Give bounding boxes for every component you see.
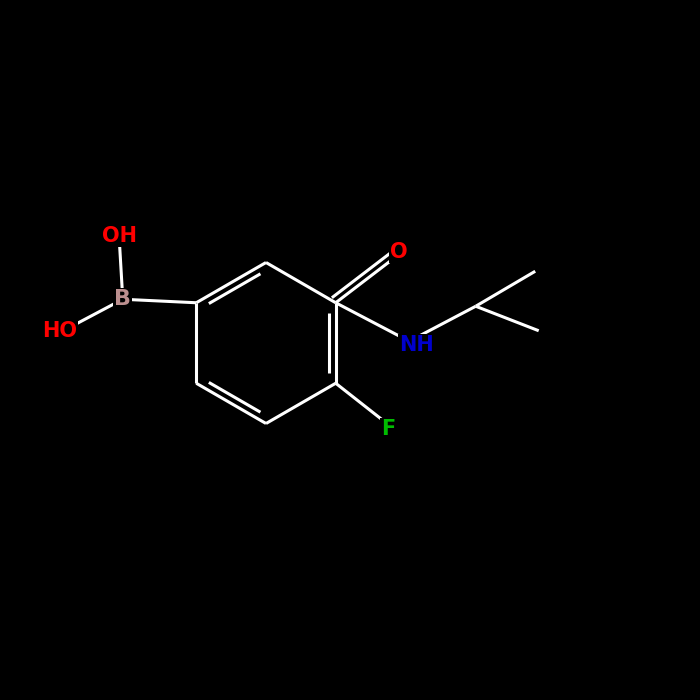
Text: OH: OH (102, 226, 136, 246)
Text: B: B (114, 289, 132, 309)
Text: NH: NH (399, 335, 433, 355)
Text: F: F (381, 419, 395, 439)
Text: O: O (390, 241, 407, 262)
Text: HO: HO (42, 321, 77, 341)
